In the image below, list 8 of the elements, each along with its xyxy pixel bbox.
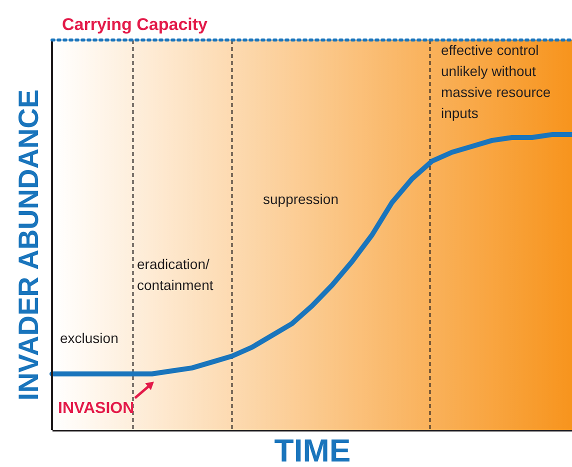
y-axis-title: INVADER ABUNDANCE [13, 89, 44, 401]
text: effective control unlikely without massive resource inputs [441, 42, 551, 121]
annotation: suppression [263, 191, 338, 207]
ref-line-label: Carrying Capacity [62, 15, 208, 34]
annotation: eradication/ containment [137, 256, 214, 293]
x-axis-title: TIME [274, 432, 351, 467]
annotation: INVASION [58, 400, 134, 417]
annotation: exclusion [60, 330, 118, 346]
